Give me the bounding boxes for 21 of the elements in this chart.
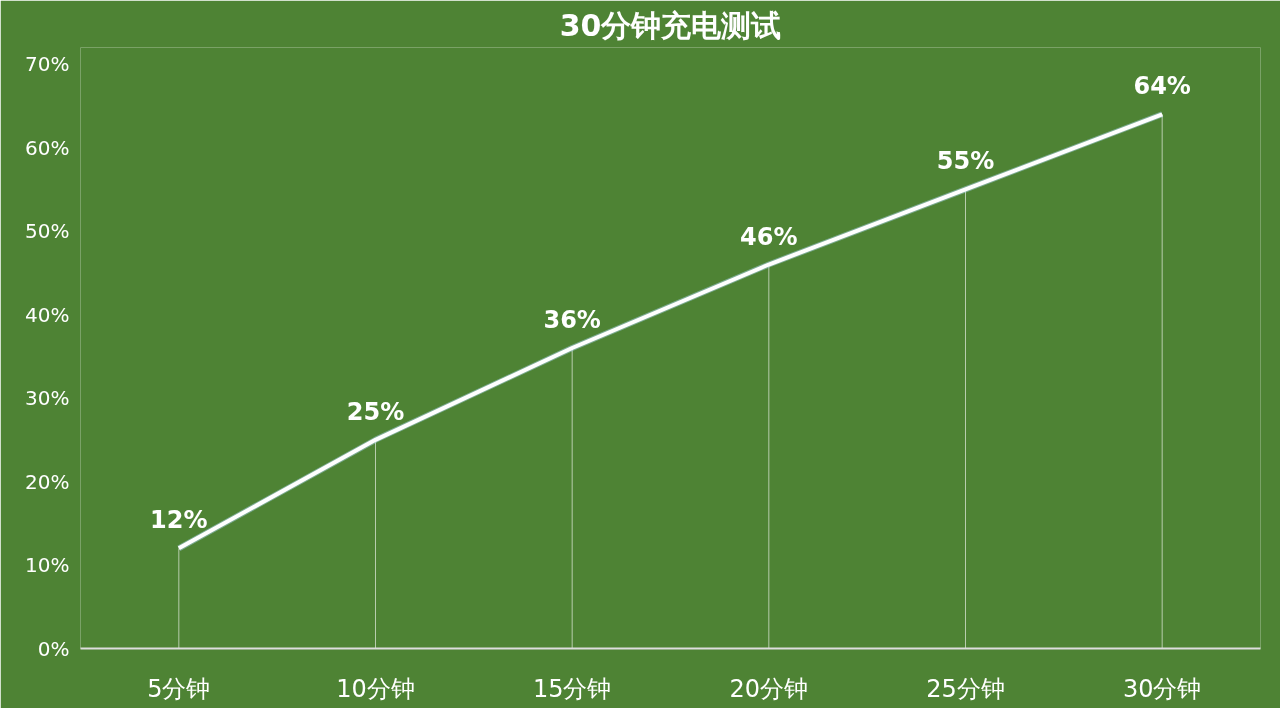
x-tick-label: 25分钟 bbox=[926, 674, 1005, 703]
x-tick-label: 30分钟 bbox=[1122, 674, 1202, 703]
data-label: 55% bbox=[936, 147, 995, 176]
y-tick-label: 50% bbox=[25, 219, 70, 244]
x-tick-label: 10分钟 bbox=[336, 674, 415, 703]
x-tick-label: 15分钟 bbox=[532, 674, 612, 703]
data-label: 12% bbox=[150, 506, 208, 535]
x-tick-label: 20分钟 bbox=[729, 674, 809, 703]
x-tick-label: 5分钟 bbox=[147, 674, 211, 703]
data-label: 46% bbox=[740, 222, 798, 251]
data-label: 64% bbox=[1133, 72, 1191, 101]
y-tick-label: 60% bbox=[25, 135, 70, 160]
y-tick-label: 30% bbox=[25, 386, 70, 411]
data-label: 25% bbox=[346, 397, 405, 426]
y-tick-label: 20% bbox=[25, 469, 70, 494]
y-tick-label: 40% bbox=[25, 302, 70, 327]
data-label: 36% bbox=[543, 306, 601, 334]
y-tick-label: 70% bbox=[25, 52, 70, 77]
y-tick-label: 10% bbox=[25, 553, 70, 578]
y-tick-label: 0% bbox=[37, 636, 70, 661]
chart-title: 30分钟充电测试 bbox=[559, 7, 782, 43]
